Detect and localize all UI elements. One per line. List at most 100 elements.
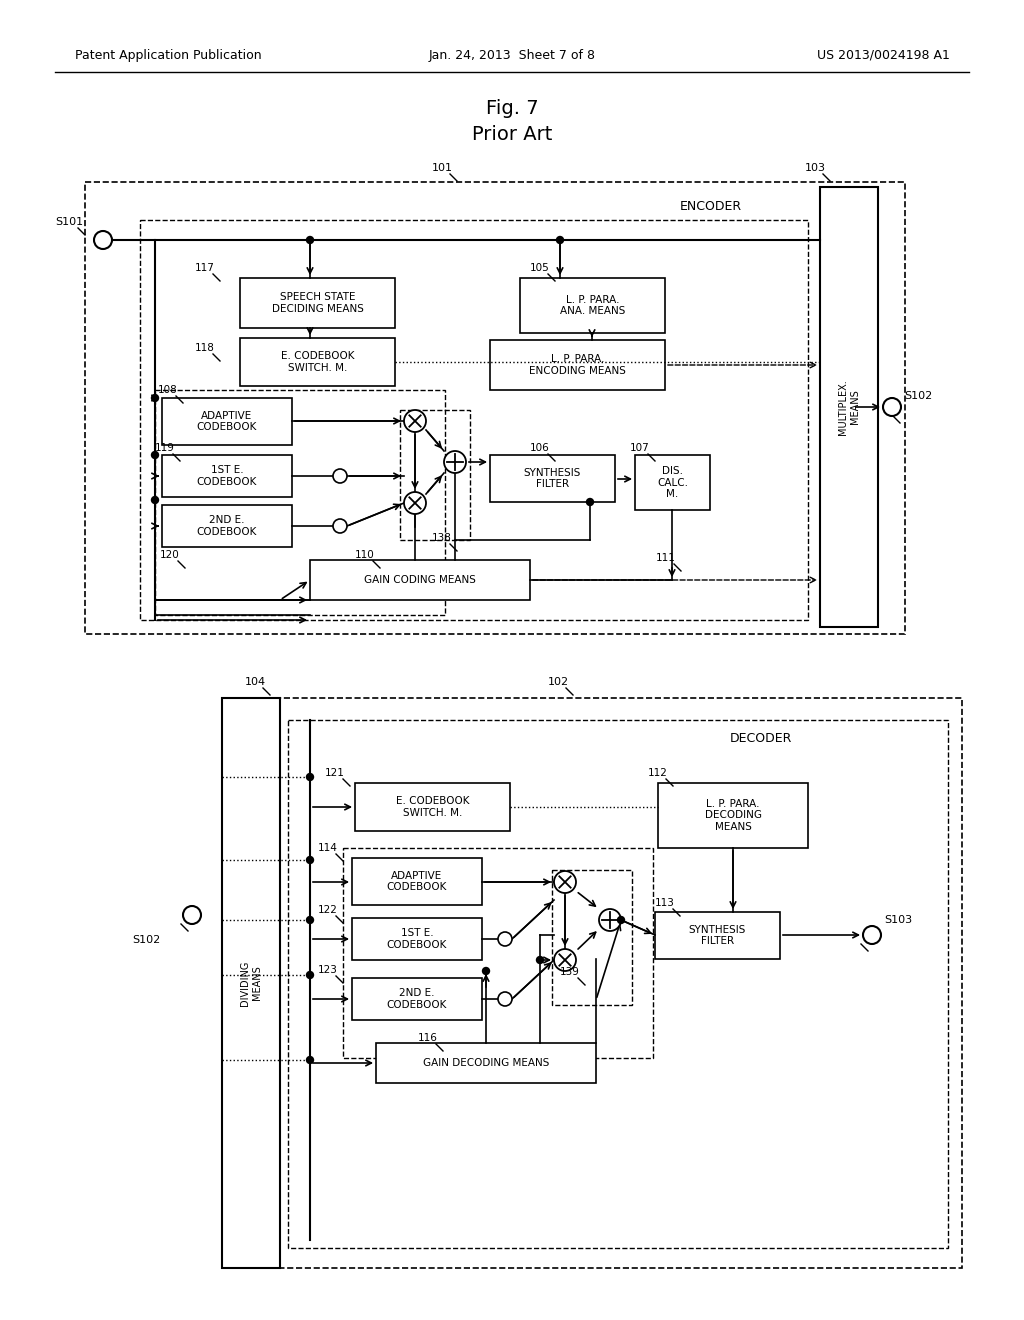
Bar: [222, 698, 280, 1269]
Circle shape: [404, 411, 426, 432]
Circle shape: [306, 916, 313, 924]
Circle shape: [183, 906, 201, 924]
Bar: [310, 560, 530, 601]
Bar: [222, 698, 962, 1269]
Text: 2ND E.
CODEBOOK: 2ND E. CODEBOOK: [387, 989, 447, 1010]
Text: S103: S103: [884, 915, 912, 925]
Text: US 2013/0024198 A1: US 2013/0024198 A1: [817, 49, 950, 62]
Circle shape: [498, 932, 512, 946]
Circle shape: [152, 395, 159, 401]
Circle shape: [306, 1056, 313, 1064]
Text: ENCODER: ENCODER: [680, 201, 742, 214]
Bar: [658, 783, 808, 847]
Text: 122: 122: [318, 906, 338, 915]
Bar: [355, 783, 510, 832]
Text: 119: 119: [155, 444, 175, 453]
Bar: [343, 847, 653, 1059]
Text: SPEECH STATE
DECIDING MEANS: SPEECH STATE DECIDING MEANS: [271, 292, 364, 314]
Circle shape: [404, 492, 426, 513]
Bar: [162, 455, 292, 498]
Text: 102: 102: [548, 677, 569, 686]
Text: DIS.
CALC.
M.: DIS. CALC. M.: [657, 466, 688, 499]
Text: S102: S102: [904, 391, 932, 401]
Circle shape: [498, 993, 512, 1006]
Bar: [85, 182, 905, 634]
Circle shape: [152, 496, 159, 503]
Circle shape: [482, 968, 489, 974]
Circle shape: [587, 499, 594, 506]
Text: 103: 103: [805, 162, 826, 173]
Bar: [240, 279, 395, 327]
Bar: [352, 858, 482, 906]
Text: 108: 108: [158, 385, 178, 395]
Text: E. CODEBOOK
SWITCH. M.: E. CODEBOOK SWITCH. M.: [395, 796, 469, 818]
Text: 112: 112: [648, 768, 668, 777]
Text: SYNTHESIS
FILTER: SYNTHESIS FILTER: [689, 925, 746, 946]
Bar: [352, 978, 482, 1020]
Text: S101: S101: [55, 216, 83, 227]
Bar: [400, 411, 470, 540]
Text: 116: 116: [418, 1034, 438, 1043]
Bar: [140, 220, 808, 620]
Text: 2ND E.
CODEBOOK: 2ND E. CODEBOOK: [197, 515, 257, 537]
Circle shape: [306, 857, 313, 863]
Bar: [655, 912, 780, 960]
Text: ADAPTIVE
CODEBOOK: ADAPTIVE CODEBOOK: [197, 411, 257, 433]
Circle shape: [306, 972, 313, 978]
Bar: [288, 719, 948, 1247]
Text: 123: 123: [318, 965, 338, 975]
Text: L. P. PARA.
DECODING
MEANS: L. P. PARA. DECODING MEANS: [705, 799, 762, 832]
Bar: [162, 506, 292, 546]
Bar: [162, 399, 292, 445]
Text: Prior Art: Prior Art: [472, 124, 552, 144]
Bar: [552, 870, 632, 1005]
Text: 104: 104: [245, 677, 266, 686]
Bar: [155, 389, 445, 615]
Bar: [820, 187, 878, 627]
Text: 107: 107: [630, 444, 650, 453]
Text: 111: 111: [656, 553, 676, 564]
Bar: [376, 1043, 596, 1082]
Circle shape: [599, 909, 621, 931]
Text: 105: 105: [530, 263, 550, 273]
Bar: [520, 279, 665, 333]
Circle shape: [306, 774, 313, 780]
Text: 114: 114: [318, 843, 338, 853]
Bar: [490, 455, 615, 502]
Circle shape: [556, 236, 563, 243]
Circle shape: [554, 949, 575, 972]
Circle shape: [152, 451, 159, 458]
Circle shape: [537, 957, 544, 964]
Text: ADAPTIVE
CODEBOOK: ADAPTIVE CODEBOOK: [387, 871, 447, 892]
Text: L. P. PARA.
ANA. MEANS: L. P. PARA. ANA. MEANS: [560, 294, 626, 317]
Text: 117: 117: [195, 263, 215, 273]
Circle shape: [883, 399, 901, 416]
Text: 110: 110: [355, 550, 375, 560]
Text: 1ST E.
CODEBOOK: 1ST E. CODEBOOK: [197, 465, 257, 487]
Text: S102: S102: [132, 935, 160, 945]
Circle shape: [94, 231, 112, 249]
Text: 120: 120: [160, 550, 180, 560]
Text: 1ST E.
CODEBOOK: 1ST E. CODEBOOK: [387, 928, 447, 950]
Circle shape: [333, 469, 347, 483]
Bar: [240, 338, 395, 385]
Text: SYNTHESIS
FILTER: SYNTHESIS FILTER: [524, 467, 582, 490]
Text: Jan. 24, 2013  Sheet 7 of 8: Jan. 24, 2013 Sheet 7 of 8: [428, 49, 596, 62]
Circle shape: [863, 927, 881, 944]
Bar: [352, 917, 482, 960]
Circle shape: [306, 236, 313, 243]
Text: 118: 118: [195, 343, 215, 352]
Circle shape: [554, 871, 575, 894]
Text: 106: 106: [530, 444, 550, 453]
Text: GAIN CODING MEANS: GAIN CODING MEANS: [365, 576, 476, 585]
Text: L. P. PARA.
ENCODING MEANS: L. P. PARA. ENCODING MEANS: [529, 354, 626, 376]
Text: 113: 113: [655, 898, 675, 908]
Text: DECODER: DECODER: [730, 731, 793, 744]
Text: 121: 121: [325, 768, 345, 777]
Text: DIVIDING
MEANS: DIVIDING MEANS: [241, 961, 262, 1006]
Text: E. CODEBOOK
SWITCH. M.: E. CODEBOOK SWITCH. M.: [281, 351, 354, 372]
Text: MULTIPLEX.
MEANS: MULTIPLEX. MEANS: [839, 379, 860, 434]
Text: 101: 101: [432, 162, 453, 173]
Circle shape: [444, 451, 466, 473]
Bar: [635, 455, 710, 510]
